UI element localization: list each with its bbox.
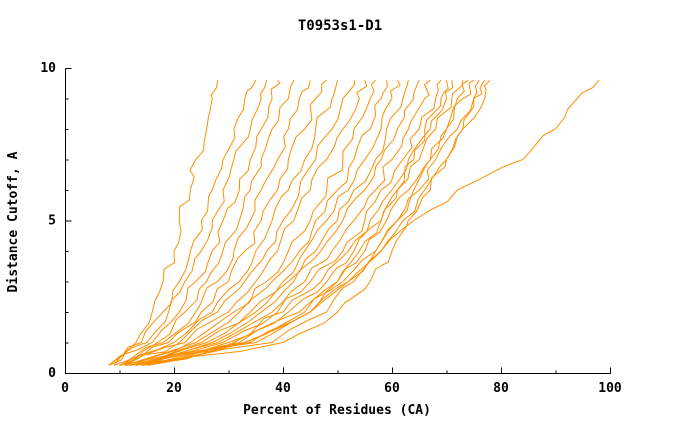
model-curve xyxy=(146,79,491,366)
model-curve xyxy=(119,80,449,366)
model-curve xyxy=(135,79,600,366)
model-curve xyxy=(141,80,464,366)
y-tick-label: 10 xyxy=(40,61,56,76)
model-curve xyxy=(124,79,469,366)
x-tick-label: 20 xyxy=(166,381,182,396)
model-curve xyxy=(119,79,327,366)
x-tick-label: 100 xyxy=(598,381,622,396)
x-tick-label: 0 xyxy=(61,381,69,396)
model-curve xyxy=(113,80,268,366)
model-curve xyxy=(130,79,376,366)
model-curve xyxy=(108,79,281,366)
x-tick-label: 80 xyxy=(493,381,509,396)
x-tick-label: 60 xyxy=(384,381,400,396)
model-curve xyxy=(130,79,420,366)
axes: 0 20 40 60 80 100 0 5 10 xyxy=(40,61,622,396)
model-curve xyxy=(119,79,295,366)
model-curve xyxy=(141,79,486,366)
x-tick-label: 40 xyxy=(275,381,291,396)
model-curve xyxy=(119,80,356,366)
model-curve xyxy=(124,80,388,366)
model-curve xyxy=(108,79,257,366)
model-curve xyxy=(135,80,454,366)
y-axis-label: Distance Cutoff, A xyxy=(6,151,21,292)
model-curve xyxy=(146,79,475,366)
model-curve xyxy=(141,79,442,366)
model-curve xyxy=(108,80,219,366)
model-curve xyxy=(130,79,480,366)
chart-title: T0953s1-D1 xyxy=(298,18,382,34)
model-curve xyxy=(124,80,368,366)
y-tick-label: 5 xyxy=(48,214,56,229)
model-curve xyxy=(135,80,409,366)
model-curve xyxy=(135,79,431,366)
y-tick-label: 0 xyxy=(48,366,56,381)
model-curve xyxy=(113,80,311,366)
x-axis-label: Percent of Residues (CA) xyxy=(243,403,431,418)
model-curve xyxy=(124,80,338,366)
model-curves xyxy=(108,79,600,366)
